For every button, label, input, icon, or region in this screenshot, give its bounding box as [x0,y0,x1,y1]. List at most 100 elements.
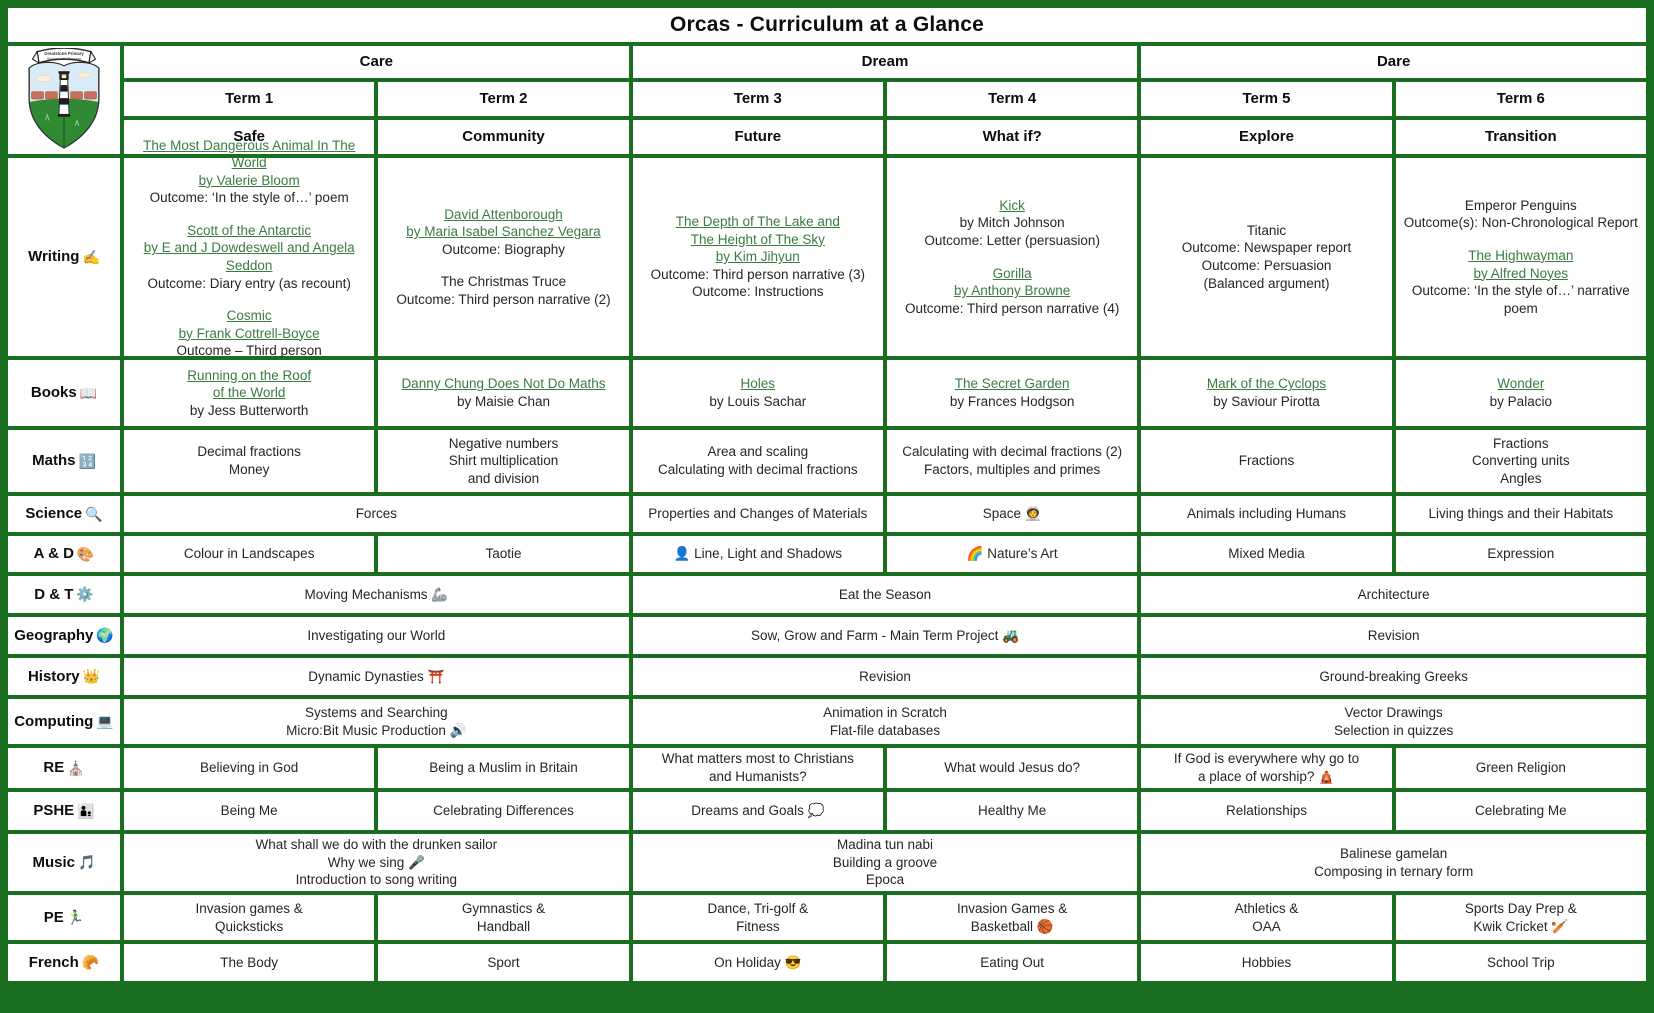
cell-text: On Holiday 😎 [714,954,802,970]
cell-text: School Trip [1487,954,1555,970]
french-cell: School Trip [1395,944,1646,981]
row-label-re: RE ⛪ [8,748,120,788]
text-block: Revision [859,668,911,686]
re-cell: What matters most to Christians and Human… [632,748,883,788]
text-block: David Attenborough by Maria Isabel Sanche… [406,206,600,259]
cell-text: Handball [476,918,531,934]
book-link[interactable]: Cosmic [226,308,272,324]
books-cell: The Secret Garden by Frances Hodgson [886,360,1138,426]
book-link[interactable]: The Most Dangerous Animal In The World [143,137,356,171]
row-label-text: Writing [28,248,80,266]
book-link[interactable]: by Frank Cottrell-Boyce [178,325,320,341]
cell-text: Decimal fractions [197,444,301,460]
writing-cell: Emperor Penguins Outcome(s): Non-Chronolo… [1395,158,1646,356]
gear-icon: ⚙️ [76,586,94,603]
row-label-text: Geography [14,626,94,644]
text-block: Healthy Me [978,802,1046,820]
text-block: Gorilla by Anthony Browne Outcome: Third p… [905,265,1119,318]
pe-cell: Sports Day Prep & Kwik Cricket 🏏 [1395,895,1646,940]
book-link[interactable]: Running on the Roof [187,367,312,383]
book-link[interactable]: by E and J Dowdeswell and Angela Seddon [143,240,355,273]
row-label-text: RE [43,759,65,777]
book-link[interactable]: Gorilla [992,265,1032,281]
header-group-dare: Dare [1141,46,1646,78]
row-label-books: Books 📖 [8,360,120,426]
cell-text: Eat the Season [838,586,932,602]
row-label-design-tech: D & T ⚙️ [8,576,120,613]
croissant-icon: 🥐 [81,954,100,971]
book-link[interactable]: The Depth of The Lake and [675,214,840,230]
book-link[interactable]: The Secret Garden [954,376,1070,392]
cell-text: Introduction to song writing [295,872,457,888]
cell-text: Hobbies [1241,954,1292,970]
cell-text: Outcome(s): Non-Chronological Report [1403,215,1638,231]
book-link[interactable]: by Maria Isabel Sanchez Vegara [406,224,601,240]
cell-text: Quicksticks [215,918,284,934]
art-design-cell: 🌈 Nature’s Art [886,536,1138,572]
book-link[interactable]: by Anthony Browne [953,283,1071,299]
cell-text: by Saviour Pirotta [1213,394,1320,409]
book-link[interactable]: by Valerie Bloom [198,172,300,188]
book-link[interactable]: Kick [999,197,1025,213]
book-link[interactable]: Holes [740,376,776,392]
books-cell: Danny Chung Does Not Do Maths by Maisie C… [378,360,629,426]
text-block: Danny Chung Does Not Do Maths by Maisie C… [401,375,605,410]
cell-text: Dance, Tri-golf & [707,900,809,916]
text-block: Scott of the Antarctic by E and J Dowdesw… [130,222,368,292]
text-block: Mark of the Cyclops by Saviour Pirotta [1207,375,1326,410]
header-term-1: Term 1 [124,82,375,116]
text-block: Believing in God [200,759,298,777]
cell-text: Mixed Media [1228,546,1305,562]
text-block: Calculating with decimal fractions (2) Fa… [902,443,1122,478]
text-block: Systems and Searching Micro:Bit Music Pro… [286,704,466,739]
cell-text: The Body [220,954,279,970]
writing-cell: David Attenborough by Maria Isabel Sanche… [378,158,629,356]
header-term-5: Term 5 [1141,82,1392,116]
school-logo: Greatstone Primary School and Nursery [8,46,120,154]
cell-text: Outcome: Diary entry (as recount) [147,275,351,291]
pshe-cell: Relationships [1141,792,1392,830]
text-block: School Trip [1487,954,1555,972]
text-block: The Most Dangerous Animal In The World by… [130,137,368,207]
text-block: Vector Drawings Selection in quizzes [1334,704,1453,739]
french-cell: On Holiday 😎 [632,944,883,981]
book-link[interactable]: The Height of The Sky [690,231,825,247]
text-block: Fractions Converting units Angles [1472,435,1570,488]
cell-text: Relationships [1225,803,1308,819]
books-cell: Wonder by Palacio [1395,360,1646,426]
row-label-writing: Writing ✍️ [8,158,120,356]
book-link[interactable]: Wonder [1497,376,1545,392]
book-link[interactable]: by Kim Jihyun [715,249,800,265]
text-block: The Body [220,954,278,972]
pe-cell: Athletics & OAA [1141,895,1392,940]
book-link[interactable]: by Alfred Noyes [1473,265,1569,281]
writing-cell: The Depth of The Lake and The Height of T… [632,158,883,356]
re-cell: Being a Muslim in Britain [378,748,629,788]
cell-text: and Humanists? [709,769,807,784]
family-icon: 👨‍👦 [77,802,95,819]
text-block: Ground-breaking Greeks [1319,668,1468,686]
cell-text: Outcome – Third person [176,343,322,359]
book-link[interactable]: The Highwayman [1468,247,1574,263]
art-design-cell: Expression [1395,536,1646,572]
row-label-text: Science [25,505,83,523]
book-link[interactable]: Mark of the Cyclops [1206,376,1327,392]
cell-text: OAA [1252,918,1281,934]
cell-text: Systems and Searching [305,704,448,720]
text-block: Emperor Penguins Outcome(s): Non-Chronolo… [1404,197,1638,232]
book-link[interactable]: Scott of the Antarctic [187,222,312,238]
cell-text: Madina tun nabi [836,837,934,853]
book-link[interactable]: David Attenborough [444,206,563,222]
cell-text: Eating Out [980,954,1045,970]
cell-text: Forces [355,506,397,522]
row-label-text: Books [30,384,77,402]
text-block: On Holiday 😎 [714,954,801,972]
crown-icon: 👑 [82,668,101,685]
book-link[interactable]: of the World [212,385,286,401]
cell-text: Area and scaling [707,444,809,460]
row-label-text: A & D [33,545,74,563]
text-block: Running on the Roof of the World by Jess B… [187,367,311,420]
row-label-text: History [27,667,80,685]
book-link[interactable]: Danny Chung Does Not Do Maths [401,376,606,392]
text-block: If God is everywhere why go to a place of… [1174,750,1359,785]
